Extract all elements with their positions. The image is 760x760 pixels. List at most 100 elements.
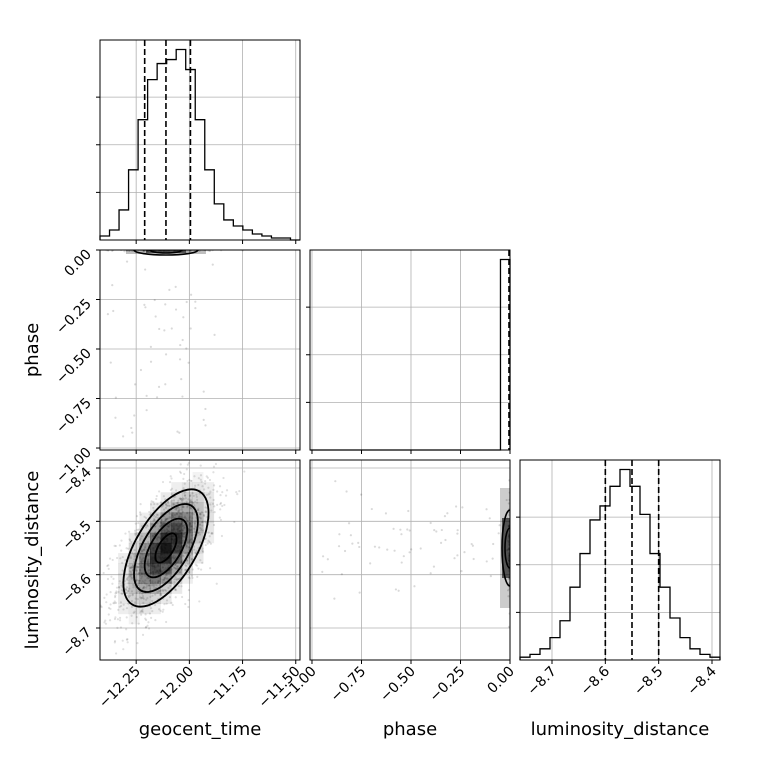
sample-point: [166, 500, 170, 503]
density-cell: [171, 492, 183, 503]
sample-point: [132, 583, 135, 586]
sample-point: [201, 550, 205, 553]
sample-point: [170, 601, 173, 604]
sample-point: [124, 589, 128, 592]
sample-point: [175, 577, 178, 581]
sample-point: [109, 361, 112, 364]
density-cell: [171, 502, 183, 513]
density-cell: [181, 482, 193, 493]
sample-point: [133, 558, 136, 561]
sample-point: [186, 563, 190, 566]
sample-point: [184, 497, 187, 500]
sample-point: [180, 568, 183, 571]
sample-point: [429, 572, 432, 575]
sample-point: [497, 532, 500, 535]
density-cell: [139, 573, 151, 584]
density-cell: [181, 573, 193, 584]
sample-point: [201, 520, 204, 523]
sample-point: [181, 395, 184, 398]
sample-point: [137, 579, 140, 582]
sample-point: [194, 307, 197, 310]
sample-point: [190, 558, 193, 561]
density-cell: [171, 563, 183, 574]
sample-point: [129, 594, 132, 597]
sample-point: [142, 587, 145, 590]
sample-point: [121, 639, 124, 642]
x-axis-label-phase: phase: [383, 719, 437, 740]
sample-point: [212, 488, 215, 491]
sample-point: [156, 513, 159, 517]
sample-point: [218, 485, 222, 488]
sample-point: [105, 601, 108, 604]
sample-point: [120, 592, 123, 595]
sample-point: [182, 477, 185, 480]
sample-point: [144, 306, 147, 309]
sample-point: [407, 509, 410, 513]
sample-point: [186, 505, 189, 508]
sample-point: [155, 497, 158, 501]
sample-point: [188, 518, 191, 522]
sample-point: [141, 592, 144, 595]
sample-point: [121, 555, 124, 559]
sample-point: [183, 494, 187, 497]
sample-point: [210, 509, 213, 512]
sample-point: [140, 535, 143, 538]
sample-point: [135, 532, 138, 535]
sample-point: [197, 509, 200, 512]
sample-point: [200, 480, 203, 483]
sample-point: [183, 482, 186, 485]
sample-point: [165, 517, 169, 521]
sample-point: [132, 586, 135, 589]
sample-point: [378, 546, 381, 549]
sample-point: [107, 606, 111, 610]
sample-point: [140, 577, 143, 580]
sample-point: [130, 614, 133, 617]
sample-point: [360, 493, 363, 496]
sample-point: [109, 603, 112, 606]
sample-point: [174, 587, 177, 591]
sample-point: [188, 494, 192, 498]
sample-point: [185, 517, 188, 520]
sample-point: [187, 599, 190, 602]
sample-point: [160, 593, 163, 596]
sample-point: [154, 515, 157, 519]
sample-point: [154, 315, 157, 318]
sample-point: [153, 517, 156, 520]
sample-point: [120, 589, 124, 592]
sample-point: [164, 577, 167, 580]
sample-point: [149, 360, 153, 363]
sample-point: [136, 528, 139, 531]
sample-point: [204, 537, 207, 540]
sample-point: [194, 525, 197, 529]
sample-point: [128, 575, 131, 578]
sample-point: [456, 529, 459, 532]
sample-point: [150, 616, 153, 619]
sample-point: [123, 250, 126, 253]
density-cell: [139, 603, 151, 615]
sample-point: [189, 507, 192, 510]
sample-point: [144, 617, 147, 620]
sample-point: [195, 549, 198, 552]
sample-point: [145, 626, 148, 629]
sample-point: [190, 574, 194, 577]
sample-point: [139, 513, 142, 516]
sample-point: [201, 549, 204, 552]
sample-point: [141, 594, 145, 598]
density-cell: [150, 583, 161, 594]
contour-0: [133, 250, 199, 256]
sample-point: [196, 498, 199, 501]
sample-point: [116, 618, 120, 621]
sample-point: [444, 538, 447, 542]
sample-point: [129, 575, 133, 579]
sample-point: [213, 505, 216, 508]
density-cell: [181, 563, 193, 574]
sample-point: [210, 532, 213, 535]
sample-point: [435, 530, 438, 533]
panel-frame-1-0: [99, 249, 301, 451]
density-cell: [150, 542, 161, 554]
sample-point: [173, 578, 176, 581]
sample-point: [456, 554, 459, 557]
sample-point: [200, 529, 203, 532]
sample-point: [188, 554, 191, 557]
